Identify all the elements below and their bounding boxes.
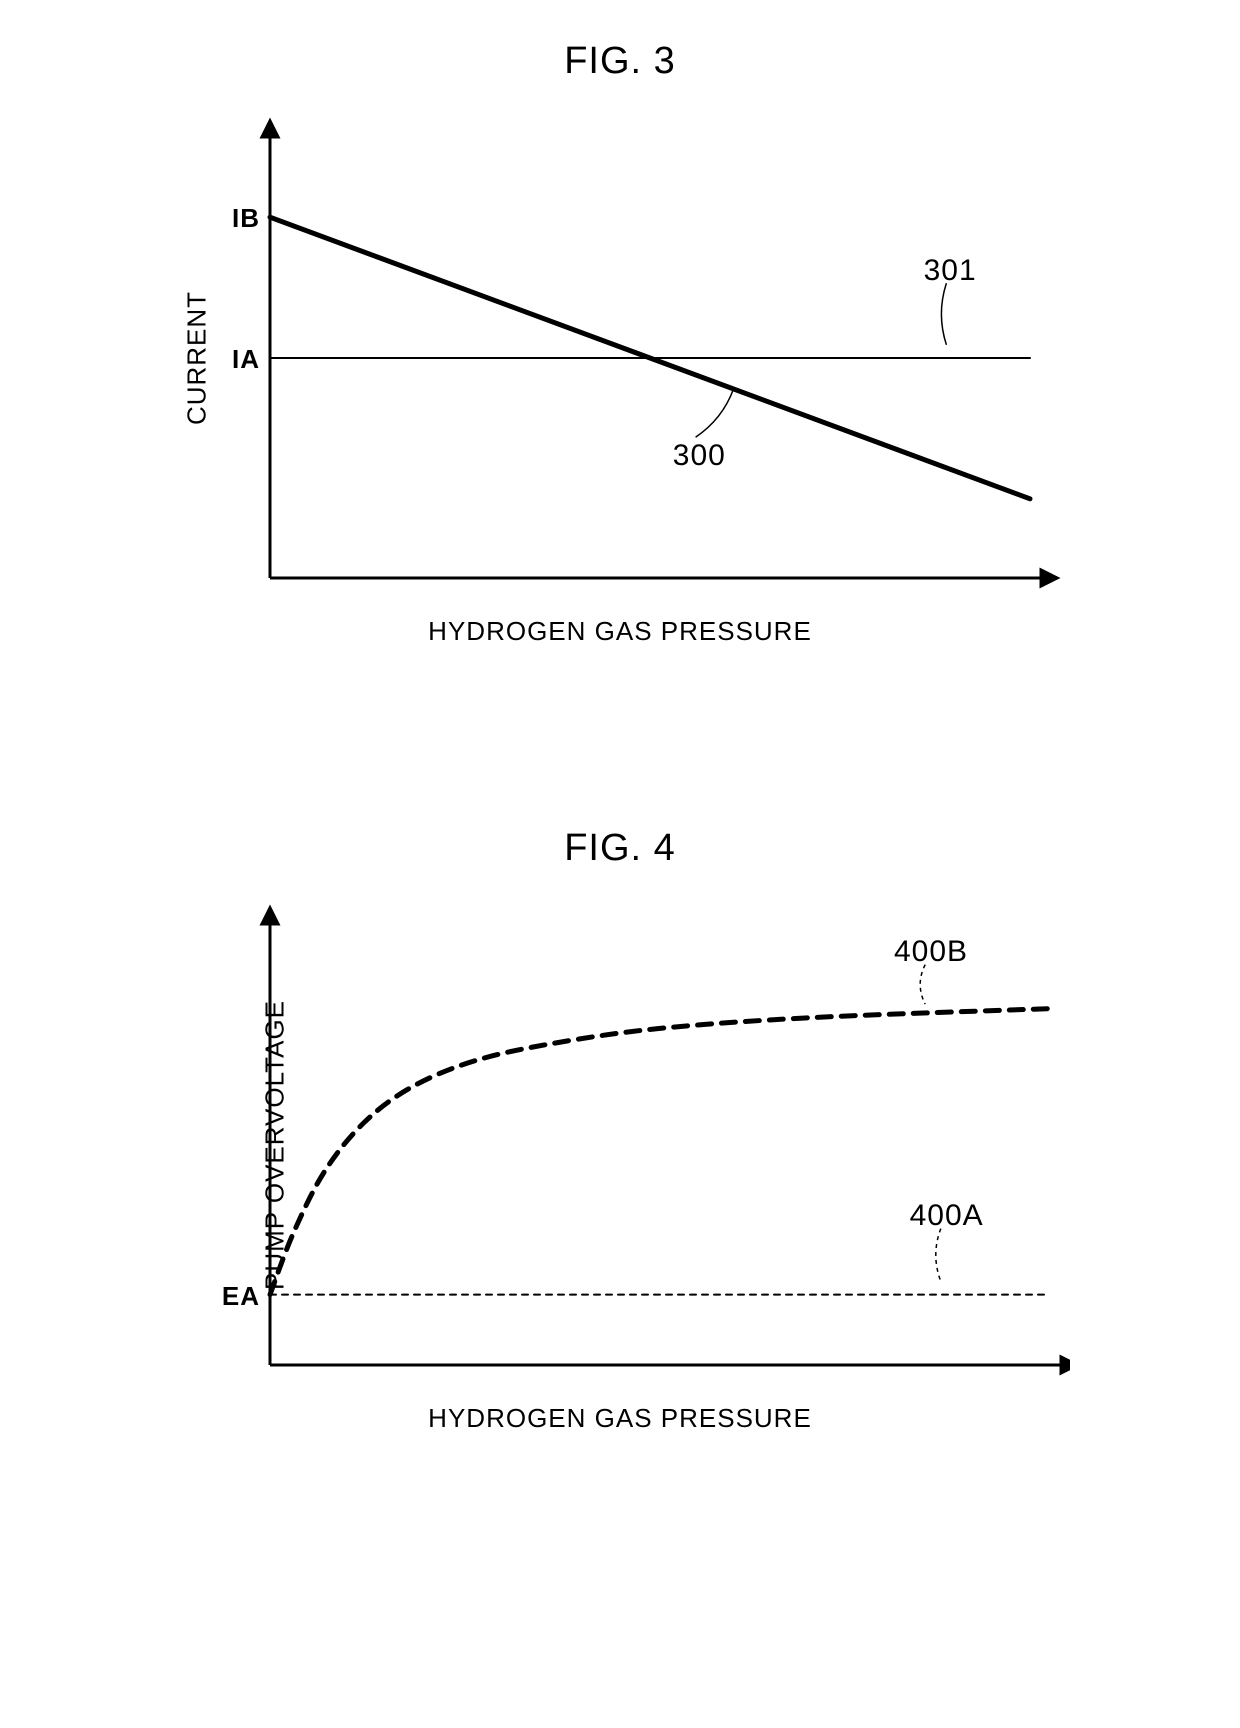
curve-label-300: 300 <box>673 439 726 473</box>
y-tick-EA: EA <box>222 1281 260 1312</box>
curve-400B <box>270 1009 1050 1295</box>
y-tick-IA: IA <box>232 344 260 375</box>
figure-3-x-label: HYDROGEN GAS PRESSURE <box>170 616 1070 647</box>
figure-4-chart: PUMP OVERVOLTAGE EA 400A 400B <box>170 895 1070 1395</box>
figure-3: FIG. 3 CURRENT IB IA 300 301 HYDROGEN GAS P… <box>40 40 1200 647</box>
figure-3-title: FIG. 3 <box>40 40 1200 83</box>
y-tick-IB: IB <box>232 203 260 234</box>
figure-4-title: FIG. 4 <box>40 827 1200 870</box>
figure-4-y-label: PUMP OVERVOLTAGE <box>260 1000 291 1290</box>
curve-label-400B: 400B <box>894 935 968 969</box>
curve-label-301: 301 <box>924 254 977 288</box>
figure-4-x-label: HYDROGEN GAS PRESSURE <box>170 1403 1070 1434</box>
figure-3-svg <box>170 108 1070 608</box>
figure-4-svg <box>170 895 1070 1395</box>
curve-label-400A: 400A <box>910 1199 984 1233</box>
figure-3-chart: CURRENT IB IA 300 301 <box>170 108 1070 608</box>
figure-3-y-label: CURRENT <box>182 291 213 425</box>
figure-4: FIG. 4 PUMP OVERVOLTAGE EA 400A 400B HYDRO… <box>40 827 1200 1434</box>
